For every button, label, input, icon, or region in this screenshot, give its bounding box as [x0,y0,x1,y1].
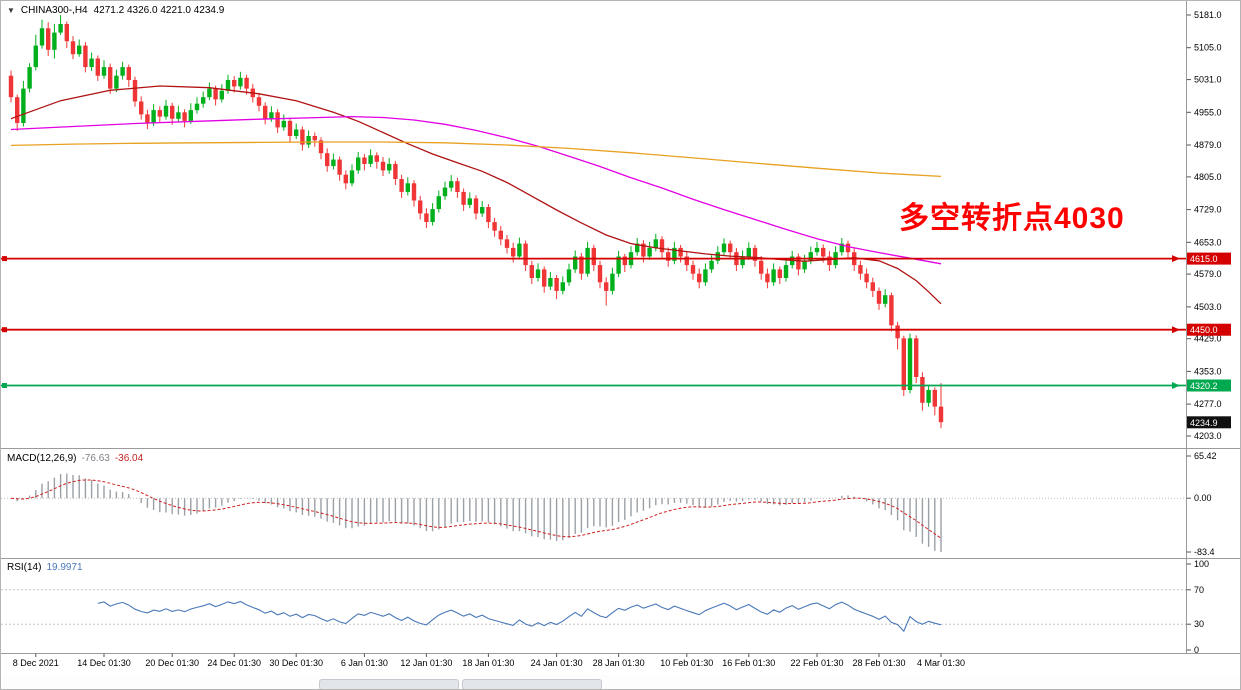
svg-text:5031.0: 5031.0 [1194,75,1222,85]
svg-text:4879.0: 4879.0 [1194,140,1222,150]
symbol-name: CHINA300-,H4 [20,5,88,16]
macd-name: MACD(12,26,9) [7,453,77,464]
hline-4615.0[interactable] [1,255,1186,263]
symbol-title: ▼ CHINA300-,H4 4271.2 4326.0 4221.0 4234… [7,5,224,16]
svg-text:4234.9: 4234.9 [1190,418,1218,428]
svg-text:4450.0: 4450.0 [1190,325,1218,335]
hline-right-arrow-icon [1172,382,1180,389]
svg-text:4353.0: 4353.0 [1194,366,1222,376]
hline-right-arrow-icon [1172,326,1180,334]
macd-signal-value: -36.04 [114,453,144,464]
bottom-bar [1,675,1240,689]
svg-text:24 Dec 01:30: 24 Dec 01:30 [207,658,261,668]
svg-text:4615.0: 4615.0 [1190,254,1218,264]
svg-text:28 Jan 01:30: 28 Jan 01:30 [593,658,645,668]
svg-text:18 Jan 01:30: 18 Jan 01:30 [462,658,514,668]
svg-text:8 Dec 2021: 8 Dec 2021 [13,658,59,668]
one-click-trading-toggle-icon[interactable]: ▼ [7,5,15,15]
hline-4450.0[interactable] [1,326,1186,334]
svg-text:4579.0: 4579.0 [1194,269,1222,279]
hline-left-anchor[interactable] [2,256,7,262]
svg-text:4503.0: 4503.0 [1194,302,1222,312]
rsi-panel [1,589,1186,633]
macd-signal-line [10,479,942,539]
svg-text:4277.0: 4277.0 [1194,399,1222,409]
svg-text:14 Dec 01:30: 14 Dec 01:30 [77,658,131,668]
hline-left-anchor[interactable] [2,383,7,388]
svg-text:4203.0: 4203.0 [1194,431,1222,441]
svg-text:-83.4: -83.4 [1194,547,1215,557]
price-axis[interactable]: 5181.0 5105.0 5031.0 4955.0 4879.0 4805.0 4729… [1186,10,1222,655]
svg-text:30: 30 [1194,619,1204,629]
svg-text:65.42: 65.42 [1194,451,1217,461]
rsi-line [97,600,942,633]
svg-text:100: 100 [1194,559,1209,569]
price-tag-4320.2[interactable]: 4320.2 [1187,379,1231,392]
svg-text:4805.0: 4805.0 [1194,172,1222,182]
macd-panel [1,473,1186,552]
hline-left-anchor[interactable] [2,327,7,333]
svg-text:4 Mar 01:30: 4 Mar 01:30 [917,658,965,668]
rsi-name: RSI(14) [7,562,42,573]
rsi-value: 19.9971 [46,562,83,573]
bottom-tab-1[interactable] [319,679,459,689]
svg-text:0.00: 0.00 [1194,493,1212,503]
annotation-text[interactable]: 多空转折点4030 [899,202,1125,235]
svg-text:4320.2: 4320.2 [1190,381,1218,391]
svg-text:12 Jan 01:30: 12 Jan 01:30 [400,658,452,668]
svg-text:5105.0: 5105.0 [1194,43,1222,53]
hline-right-arrow-icon [1172,255,1180,263]
svg-text:0: 0 [1194,645,1199,655]
price-tag-4615.0[interactable]: 4615.0 [1187,252,1231,265]
last-price-tag: 4234.9 [1187,416,1231,429]
svg-text:10 Feb 01:30: 10 Feb 01:30 [660,658,713,668]
bottom-tab-2[interactable] [462,679,602,689]
rsi-indicator-label: RSI(14) 19.9971 [7,562,83,573]
svg-text:22 Feb 01:30: 22 Feb 01:30 [790,658,843,668]
svg-text:20 Dec 01:30: 20 Dec 01:30 [145,658,199,668]
price-tag-4450.0[interactable]: 4450.0 [1187,323,1231,336]
ma-line-mid-magenta [10,115,942,265]
svg-text:5181.0: 5181.0 [1194,10,1222,20]
svg-text:4729.0: 4729.0 [1194,205,1222,215]
svg-text:4955.0: 4955.0 [1194,107,1222,117]
ma-line-fast-red [10,85,942,305]
svg-text:30 Dec 01:30: 30 Dec 01:30 [269,658,323,668]
time-axis[interactable]: 8 Dec 2021 14 Dec 01:30 20 Dec 01:30 24 Dec… [13,653,965,669]
svg-text:4429.0: 4429.0 [1194,334,1222,344]
svg-text:28 Feb 01:30: 28 Feb 01:30 [852,658,905,668]
hline-4320.2[interactable] [1,382,1186,389]
svg-text:70: 70 [1194,585,1204,595]
ma-line-slow-orange [10,141,942,178]
macd-indicator-label: MACD(12,26,9) -76.63 -36.04 [7,453,143,464]
svg-text:24 Jan 01:30: 24 Jan 01:30 [531,658,583,668]
svg-text:4653.0: 4653.0 [1194,237,1222,247]
svg-text:16 Feb 01:30: 16 Feb 01:30 [722,658,775,668]
symbol-ohlc-values: 4271.2 4326.0 4221.0 4234.9 [93,5,225,16]
svg-text:6 Jan 01:30: 6 Jan 01:30 [341,658,388,668]
macd-main-value: -76.63 [81,453,110,464]
candlestick-series [8,15,944,429]
